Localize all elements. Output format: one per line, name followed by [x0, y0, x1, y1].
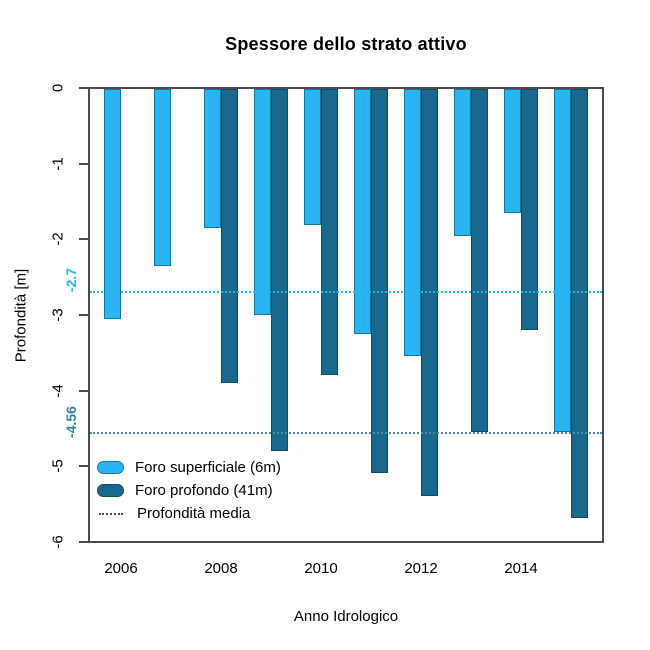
y-tick [79, 162, 88, 165]
mean-value-label: -2.7 [63, 268, 79, 293]
y-tick [79, 465, 88, 468]
legend-label: Profondità media [137, 505, 251, 522]
bar-2011-profondo [371, 89, 388, 474]
y-tick [79, 389, 88, 392]
bar-2009-superficiale [254, 89, 271, 315]
legend-label: Foro superficiale (6m) [135, 459, 281, 476]
y-tick [79, 541, 88, 543]
x-axis-title: Anno Idrologico [293, 608, 399, 625]
bar-2009-profondo [271, 89, 288, 451]
x-tick-label: 2012 [404, 560, 438, 577]
mean-value-label: -4.56 [63, 405, 79, 438]
y-tick-label: -1 [49, 156, 67, 171]
y-tick-label: -4 [49, 383, 67, 398]
plot-area: Foro superficiale (6m) Foro profondo (41… [88, 87, 604, 543]
bar-2014-superficiale [504, 89, 521, 214]
legend-item-profondo: Foro profondo (41m) [97, 479, 281, 502]
y-tick [79, 238, 88, 241]
legend: Foro superficiale (6m) Foro profondo (41… [97, 456, 281, 525]
bar-2013-profondo [471, 89, 488, 432]
y-tick-label: -6 [49, 535, 67, 549]
chart-title: Spessore dello strato attivo [225, 34, 467, 54]
bar-2010-profondo [321, 89, 338, 376]
bar-2015-superficiale [554, 89, 571, 432]
y-tick [79, 87, 88, 89]
x-tick-label: 2010 [304, 560, 338, 577]
bar-2008-profondo [221, 89, 238, 383]
legend-swatch-dark-teal [97, 484, 124, 497]
legend-item-superficiale: Foro superficiale (6m) [97, 456, 281, 479]
bar-2007-superficiale [154, 89, 171, 267]
bar-2015-profondo [571, 89, 588, 519]
x-tick-label: 2008 [204, 560, 238, 577]
x-tick-label: 2006 [104, 560, 138, 577]
legend-dotted-line-icon [99, 512, 123, 515]
bar-2011-superficiale [354, 89, 371, 334]
bar-2012-superficiale [404, 89, 421, 357]
y-axis-title: Profondità [m] [12, 268, 30, 363]
y-tick-label: -5 [49, 459, 67, 473]
y-tick-label: 0 [49, 83, 67, 93]
bar-2010-superficiale [304, 89, 321, 225]
x-tick-label: 2014 [504, 560, 538, 577]
y-tick [79, 314, 88, 316]
legend-item-media: Profondità media [97, 502, 281, 525]
legend-swatch-light-blue [97, 461, 124, 474]
bar-2013-superficiale [454, 89, 471, 236]
bar-2008-superficiale [204, 89, 221, 229]
bar-2014-profondo [521, 89, 538, 331]
legend-label: Foro profondo (41m) [135, 482, 273, 499]
mean-line--4.56 [90, 431, 602, 434]
y-tick-label: -3 [49, 308, 67, 322]
bar-2006-superficiale [104, 89, 121, 319]
mean-line--2.7 [90, 291, 602, 294]
y-tick-label: -2 [49, 232, 67, 246]
